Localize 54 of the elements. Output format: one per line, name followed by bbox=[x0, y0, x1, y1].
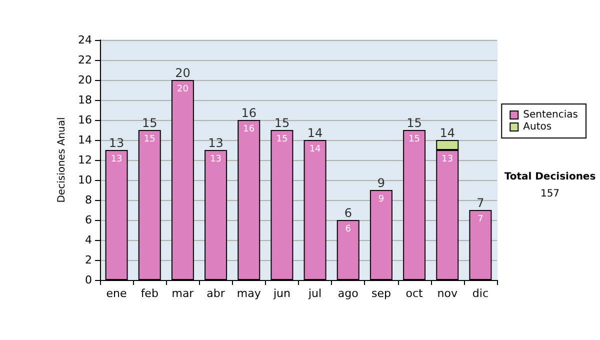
total-label: 15 bbox=[406, 116, 422, 130]
data-label: 13 bbox=[210, 154, 222, 164]
y-tick-label: 2 bbox=[85, 254, 92, 266]
data-label: 6 bbox=[345, 224, 352, 234]
x-tick-label: jun bbox=[272, 287, 290, 300]
y-tick-label: 24 bbox=[78, 34, 92, 46]
data-label: 14 bbox=[309, 144, 322, 154]
x-tick-label: dic bbox=[472, 287, 489, 300]
y-axis-title: Decisiones Anual bbox=[56, 117, 68, 203]
x-tick-label: sep bbox=[371, 287, 391, 300]
data-label: 15 bbox=[144, 134, 156, 144]
total-label: 15 bbox=[142, 116, 158, 130]
y-tick-label: 18 bbox=[78, 94, 92, 106]
data-label: 13 bbox=[110, 154, 122, 164]
y-tick-label: 16 bbox=[78, 114, 92, 126]
y-tick-label: 20 bbox=[78, 74, 92, 86]
total-label: 7 bbox=[476, 196, 484, 210]
legend-label: Sentencias bbox=[523, 110, 578, 120]
x-tick-label: abr bbox=[206, 287, 226, 300]
data-label: 13 bbox=[442, 154, 454, 164]
total-label: 14 bbox=[307, 126, 323, 140]
legend-label: Autos bbox=[523, 122, 552, 132]
data-label: 7 bbox=[478, 214, 484, 224]
total-label: 15 bbox=[274, 116, 290, 130]
y-tick-label: 12 bbox=[78, 154, 92, 166]
x-tick-label: jul bbox=[307, 287, 322, 300]
y-tick-label: 0 bbox=[85, 274, 92, 286]
total-label: 14 bbox=[440, 126, 456, 140]
text: Total Decisiones bbox=[504, 172, 596, 182]
data-label: 15 bbox=[276, 134, 288, 144]
x-tick-label: ago bbox=[338, 287, 359, 300]
total-label: 6 bbox=[344, 206, 352, 220]
total-label: 13 bbox=[208, 136, 224, 150]
y-tick-label: 10 bbox=[78, 174, 92, 186]
data-label: 15 bbox=[408, 134, 420, 144]
text: 157 bbox=[540, 188, 560, 200]
data-label: 20 bbox=[176, 84, 189, 94]
x-tick-label: oct bbox=[406, 287, 424, 300]
x-tick-label: mar bbox=[172, 287, 194, 300]
y-tick-label: 8 bbox=[85, 194, 92, 206]
x-tick-label: may bbox=[236, 287, 262, 300]
y-tick-label: 4 bbox=[85, 234, 92, 246]
total-label: 13 bbox=[108, 136, 124, 150]
y-tick-label: 22 bbox=[78, 54, 92, 66]
y-tick-label: 14 bbox=[78, 134, 92, 146]
data-label: 9 bbox=[378, 194, 384, 204]
x-tick-label: feb bbox=[140, 287, 158, 300]
x-tick-label: nov bbox=[437, 287, 458, 300]
total-label: 9 bbox=[377, 176, 386, 190]
x-tick-label: ene bbox=[106, 287, 128, 300]
data-label: 16 bbox=[243, 124, 255, 134]
y-tick-label: 6 bbox=[85, 214, 92, 226]
total-label: 16 bbox=[241, 106, 257, 120]
total-label: 20 bbox=[175, 66, 190, 80]
